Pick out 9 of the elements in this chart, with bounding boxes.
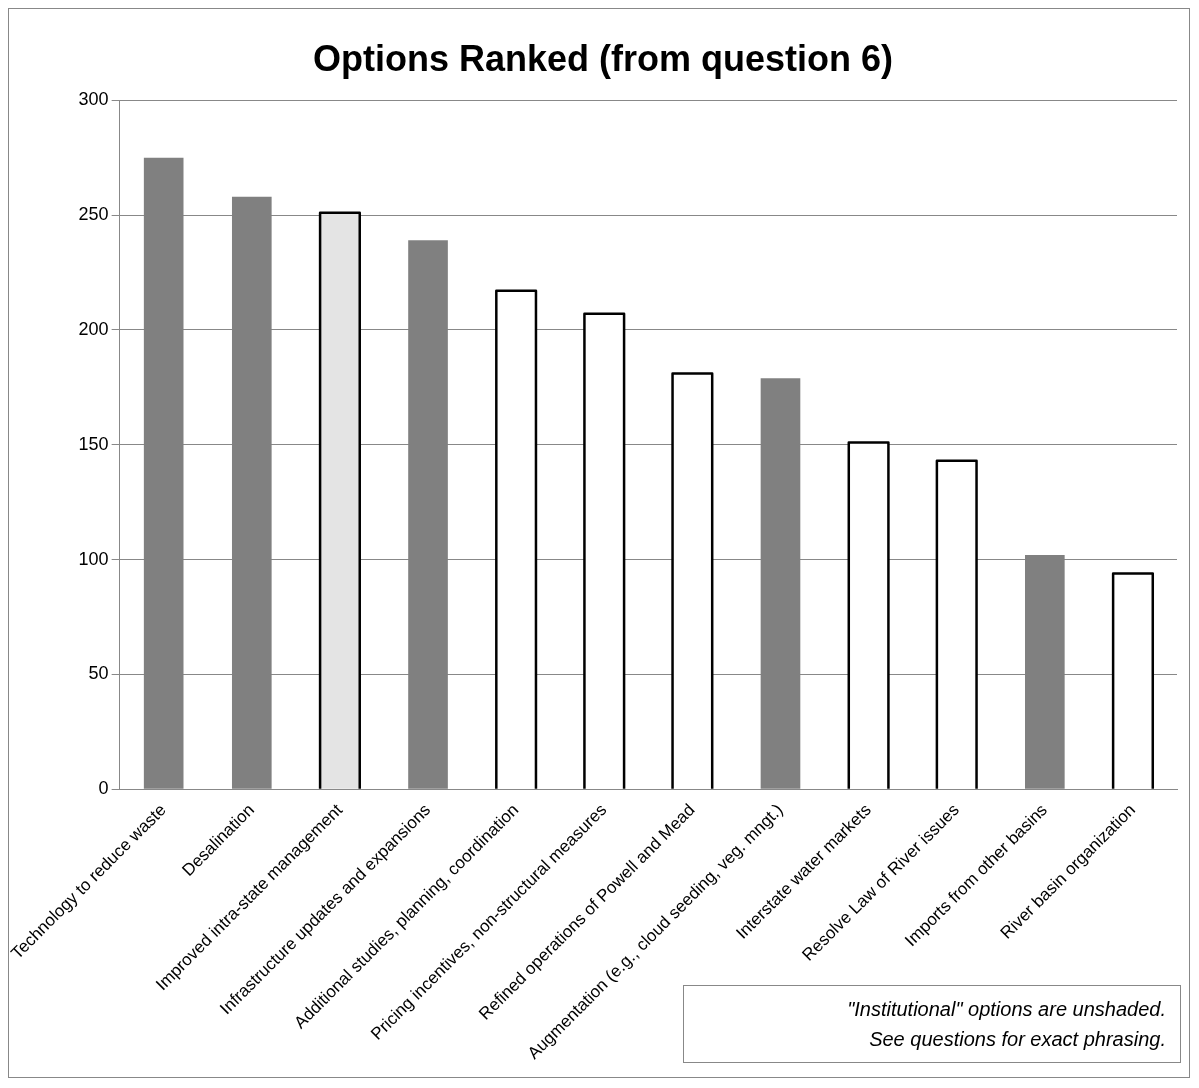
y-tick-label: 250 xyxy=(78,204,109,225)
y-tick-label: 200 xyxy=(78,318,109,339)
y-tick-label: 300 xyxy=(78,89,109,110)
chart-title: Options Ranked (from question 6) xyxy=(312,37,894,79)
y-tick-label: 50 xyxy=(88,663,109,684)
y-tick-label: 0 xyxy=(98,778,109,799)
y-tick-label: 150 xyxy=(78,433,109,454)
text: "Institutional" options are unshaded. See questions for exact phrasing. xyxy=(847,998,1166,1050)
y-tick-label: 100 xyxy=(78,548,109,569)
